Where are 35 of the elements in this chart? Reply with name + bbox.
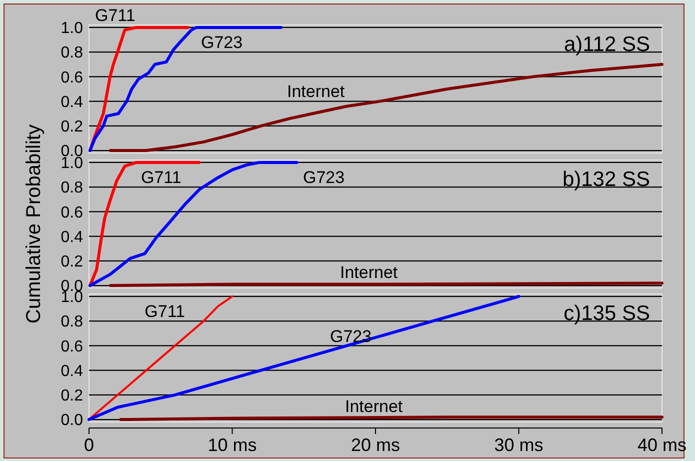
y-tick-label: 1.0	[60, 20, 84, 38]
y-tick-label: 0.6	[60, 69, 84, 86]
y-tick-label: 0.6	[60, 338, 84, 356]
chart-title: c)135 SS	[564, 302, 650, 325]
series-label: G711	[141, 168, 182, 187]
y-tick-label: 0.2	[60, 254, 84, 271]
x-tick-label: 20 ms	[350, 435, 400, 455]
series-label: Internet	[340, 263, 398, 282]
series-label: Internet	[345, 397, 403, 416]
y-tick-label: 0.4	[60, 94, 84, 111]
y-tick-label: 0.0	[60, 412, 84, 430]
y-tick-label: 0.2	[60, 118, 84, 136]
y-tick-label: 0.8	[60, 44, 84, 62]
line-series	[88, 294, 520, 422]
y-tick-label: 0.2	[60, 388, 84, 405]
chart-title: b)132 SS	[562, 168, 650, 191]
line-series	[88, 160, 298, 288]
series-label: G723	[201, 33, 243, 52]
chart-title: a)112 SS	[564, 33, 650, 56]
x-tick-label: 0	[84, 435, 94, 455]
series-label: G711	[144, 302, 185, 321]
series-label: G723	[303, 168, 345, 187]
x-tick-label: 10 ms	[208, 435, 257, 455]
series-label: G711	[95, 6, 136, 25]
y-tick-label: 0.8	[60, 180, 84, 197]
y-tick-label: 0.6	[60, 204, 84, 222]
line-series	[108, 62, 664, 152]
y-axis-title: Cumulative Probability	[23, 124, 45, 324]
series-label: G723	[330, 327, 372, 346]
y-tick-label: 0.4	[60, 362, 84, 380]
y-tick-label: 0.4	[60, 228, 84, 246]
y-tick-label: 0.8	[60, 314, 84, 331]
x-tick-label: 30 ms	[494, 435, 544, 455]
line-series	[88, 26, 282, 152]
series-label: Internet	[287, 82, 345, 101]
